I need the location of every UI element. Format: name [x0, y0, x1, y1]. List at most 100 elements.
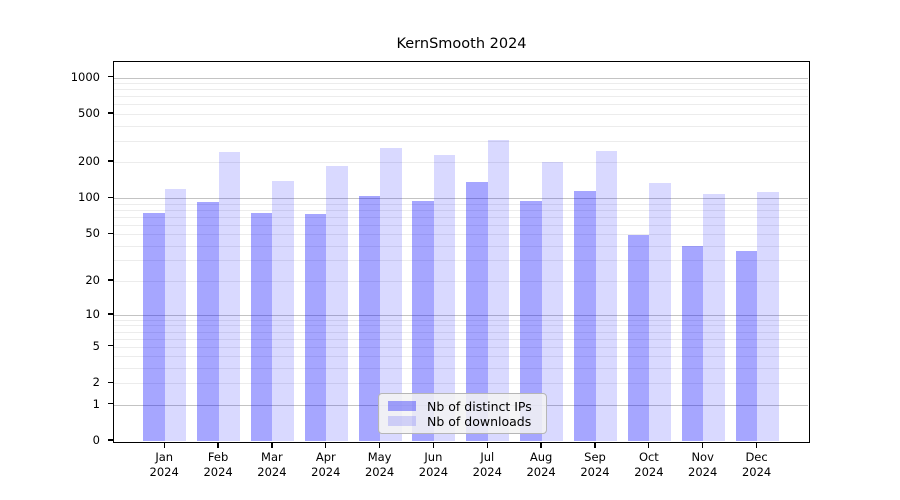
- y-axis-tick-mark: [108, 232, 113, 234]
- gridline-decade: [114, 77, 808, 79]
- y-axis-tick-label: 100: [78, 190, 100, 205]
- gridline-minor: [114, 162, 808, 163]
- bar-distinct-ips: [681, 245, 704, 441]
- bar-distinct-ips: [466, 182, 488, 441]
- x-axis-tick-label: Dec 2024: [741, 450, 772, 479]
- bar-downloads: [757, 192, 779, 441]
- x-axis-tick-mark: [486, 443, 488, 448]
- bar-distinct-ips: [520, 200, 542, 441]
- gridline-minor: [114, 356, 808, 358]
- gridline-minor: [114, 234, 808, 236]
- y-axis-tick-label: 5: [92, 338, 100, 353]
- y-axis-tick-label: 200: [78, 154, 100, 168]
- gridline-minor: [114, 209, 808, 211]
- x-axis-tick-label: Apr 2024: [311, 450, 341, 479]
- gridline-minor: [114, 96, 808, 98]
- gridline-minor: [114, 224, 808, 226]
- gridline-minor: [114, 331, 808, 333]
- x-axis-tick-label: Mar 2024: [257, 450, 287, 479]
- gridline-minor: [114, 338, 808, 340]
- y-axis-tick-label: 1: [92, 396, 100, 411]
- x-axis-tick-mark: [163, 443, 165, 448]
- bar-downloads: [541, 161, 564, 441]
- y-axis-tick-mark: [108, 439, 113, 441]
- x-axis-tick-label: Sep 2024: [580, 450, 610, 479]
- y-axis-tick-label: 0: [92, 433, 100, 447]
- y-axis-tick-mark: [108, 402, 113, 405]
- gridline-minor: [114, 383, 808, 385]
- x-axis-tick-label: Nov 2024: [688, 450, 718, 479]
- legend-swatch-downloads: [388, 416, 416, 426]
- bar-distinct-ips: [627, 235, 650, 441]
- bar-downloads: [326, 166, 348, 441]
- chart-title: KernSmooth 2024: [396, 36, 527, 52]
- x-axis-tick-label: Oct 2024: [634, 450, 664, 479]
- x-axis-tick-mark: [540, 443, 542, 448]
- bar-downloads: [218, 151, 241, 441]
- x-axis-tick-mark: [594, 443, 596, 448]
- bar-distinct-ips: [574, 191, 596, 441]
- bar-distinct-ips: [250, 213, 273, 441]
- y-axis-tick-mark: [108, 313, 113, 315]
- x-axis-tick-mark: [755, 443, 758, 448]
- gridline-minor: [114, 140, 808, 142]
- y-axis-tick-mark: [108, 160, 113, 162]
- y-axis-tick-mark: [108, 381, 113, 383]
- x-axis-tick-mark: [325, 443, 327, 448]
- x-axis-tick-mark: [648, 443, 650, 448]
- y-axis-tick-mark: [108, 112, 113, 114]
- gridline-minor: [114, 260, 808, 262]
- gridline-minor: [114, 346, 808, 348]
- y-axis-tick-mark: [108, 196, 113, 198]
- x-axis-tick-label: May 2024: [364, 450, 395, 479]
- bar-downloads: [433, 155, 456, 441]
- bar-distinct-ips: [143, 212, 165, 441]
- y-axis-tick-label: 1000: [70, 69, 100, 84]
- bar-distinct-ips: [735, 251, 758, 441]
- legend-swatch-distinct-ips: [388, 401, 416, 411]
- gridline-decade: [114, 198, 808, 200]
- x-axis-tick-mark: [432, 443, 435, 448]
- bar-distinct-ips: [304, 213, 327, 441]
- y-axis-tick-mark: [108, 279, 113, 281]
- gridline-decade: [114, 314, 808, 316]
- bar-downloads: [380, 148, 402, 441]
- y-axis-tick-label: 10: [85, 306, 100, 321]
- legend-label-downloads: Nb of downloads: [427, 413, 532, 429]
- bar-distinct-ips: [197, 202, 219, 441]
- bar-distinct-ips: [412, 200, 434, 441]
- plot-inner: [114, 62, 808, 441]
- plot-area: [113, 61, 810, 443]
- gridline-minor: [114, 325, 808, 327]
- gridline-minor: [114, 245, 808, 247]
- x-axis-tick-label: Jan 2024: [149, 450, 179, 479]
- x-axis-tick-mark: [702, 443, 704, 448]
- x-axis-tick-mark: [378, 443, 381, 448]
- gridline-minor: [114, 125, 808, 127]
- gridline-minor: [114, 89, 808, 91]
- gridline-minor: [114, 114, 808, 115]
- gridline-minor: [114, 368, 808, 370]
- bar-downloads: [272, 181, 294, 441]
- y-axis-tick-label: 20: [85, 272, 100, 287]
- legend-label-distinct-ips: Nb of distinct IPs: [427, 398, 532, 414]
- gridline-minor: [114, 203, 808, 205]
- gridline-minor: [114, 104, 808, 106]
- y-axis-tick-mark: [108, 75, 113, 78]
- x-axis-tick-label: Aug 2024: [526, 450, 556, 479]
- bar-distinct-ips: [358, 195, 381, 441]
- bar-downloads: [649, 182, 671, 441]
- y-axis-tick-label: 2: [92, 375, 100, 390]
- legend-item-downloads: Nb of downloads: [388, 413, 538, 429]
- x-axis-tick-mark: [217, 443, 219, 448]
- gridline-minor: [114, 280, 808, 282]
- gridline-minor: [114, 216, 808, 218]
- bar-downloads: [703, 194, 725, 441]
- x-axis-tick-mark: [271, 443, 273, 448]
- y-axis-tick-label: 50: [85, 226, 100, 241]
- y-axis-tick-mark: [108, 345, 113, 347]
- legend-item-distinct-ips: Nb of distinct IPs: [388, 398, 538, 414]
- y-axis-tick-label: 500: [78, 106, 100, 120]
- bar-downloads: [487, 140, 510, 441]
